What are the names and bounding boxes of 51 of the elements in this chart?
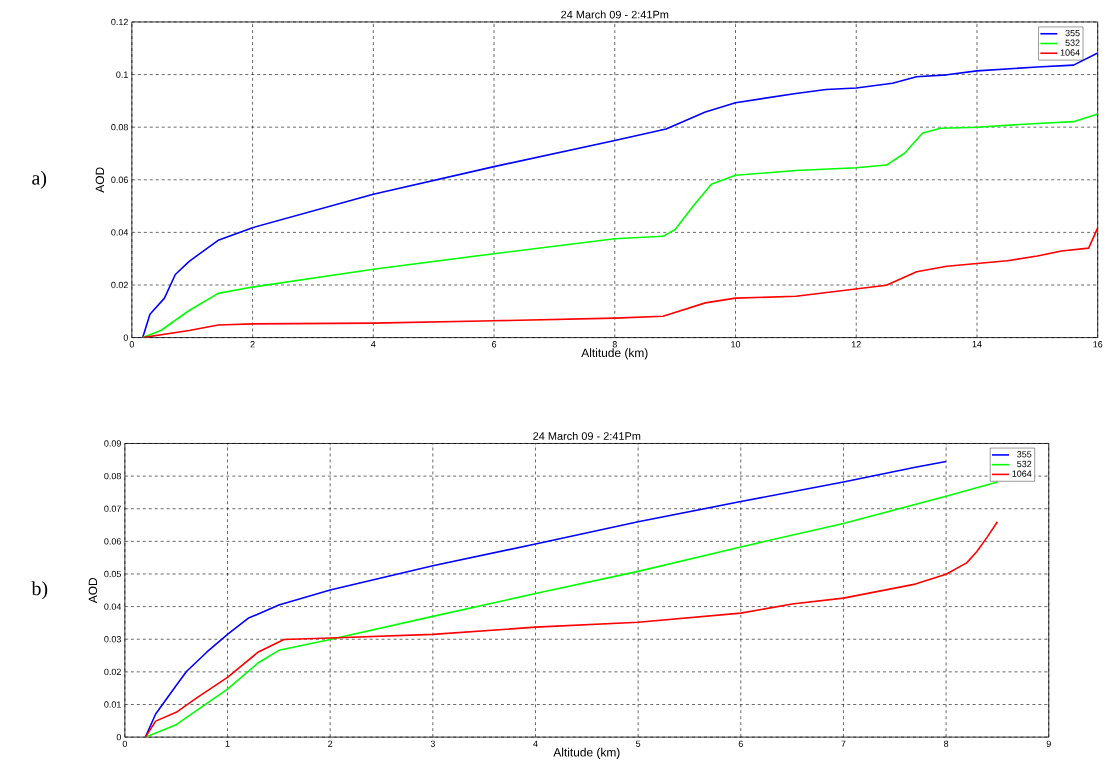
y-tick-label: 0.05	[104, 570, 121, 578]
y-tick-label: 0.07	[104, 505, 121, 512]
line-series	[141, 113, 1098, 338]
x-tick-label: 7	[841, 740, 846, 747]
chart-title: 24 March 09 - 2:41Pm	[533, 431, 641, 440]
x-tick-label: 10	[731, 341, 741, 348]
y-tick-label: 0.06	[111, 176, 128, 183]
x-tick-label: 6	[492, 341, 497, 348]
y-tick-label: 0.08	[111, 123, 128, 131]
y-tick-label: 0.04	[111, 229, 129, 236]
x-tick-label: 12	[851, 341, 861, 348]
legend-label: 532	[1017, 460, 1032, 468]
x-tick-label: 6	[738, 740, 743, 747]
y-tick-label: 0.04	[104, 603, 122, 610]
x-axis-title: Altitude (km)	[581, 348, 648, 360]
x-tick-label: 4	[533, 740, 538, 747]
x-tick-label: 3	[430, 740, 435, 747]
y-tick-label: 0.03	[104, 636, 121, 643]
y-axis-title: AOD	[88, 577, 98, 604]
legend-label: 532	[1065, 39, 1080, 46]
x-tick-label: 4	[371, 341, 376, 348]
x-tick-label: 2	[328, 740, 333, 747]
y-tick-label: 0.09	[104, 440, 121, 447]
y-tick-label: 0.08	[104, 472, 121, 480]
x-tick-label: 2	[250, 341, 255, 348]
x-tick-label: 1	[225, 740, 230, 747]
x-tick-label: 0	[129, 341, 134, 348]
x-tick-label: 14	[972, 341, 982, 348]
legend-label: 355	[1017, 451, 1032, 458]
y-tick-label: 0.12	[111, 18, 128, 26]
legend-label: 1064	[1012, 470, 1032, 477]
y-tick-label: 0.06	[104, 538, 121, 545]
chart-title: 24 March 09 - 2:41Pm	[561, 10, 669, 19]
x-tick-label: 9	[1046, 740, 1051, 747]
x-tick-label: 16	[1093, 341, 1103, 348]
line-series	[144, 520, 999, 738]
x-tick-label: 8	[612, 341, 617, 348]
x-tick-label: 8	[944, 740, 949, 747]
x-tick-label: 5	[636, 740, 641, 747]
text: a)	[32, 170, 47, 189]
y-tick-label: 0	[116, 733, 121, 741]
y-tick-label: 0.02	[104, 668, 121, 676]
legend-label: 1064	[1060, 49, 1080, 56]
legend-label: 355	[1065, 29, 1080, 37]
y-tick-label: 0	[123, 334, 128, 341]
text: b)	[31, 581, 48, 600]
y-tick-label: 0.1	[116, 71, 128, 78]
y-tick-label: 0.02	[111, 281, 128, 289]
y-tick-label: 0.01	[104, 701, 121, 708]
y-axis-title: AOD	[95, 167, 105, 193]
x-axis-title: Altitude (km)	[553, 747, 620, 759]
